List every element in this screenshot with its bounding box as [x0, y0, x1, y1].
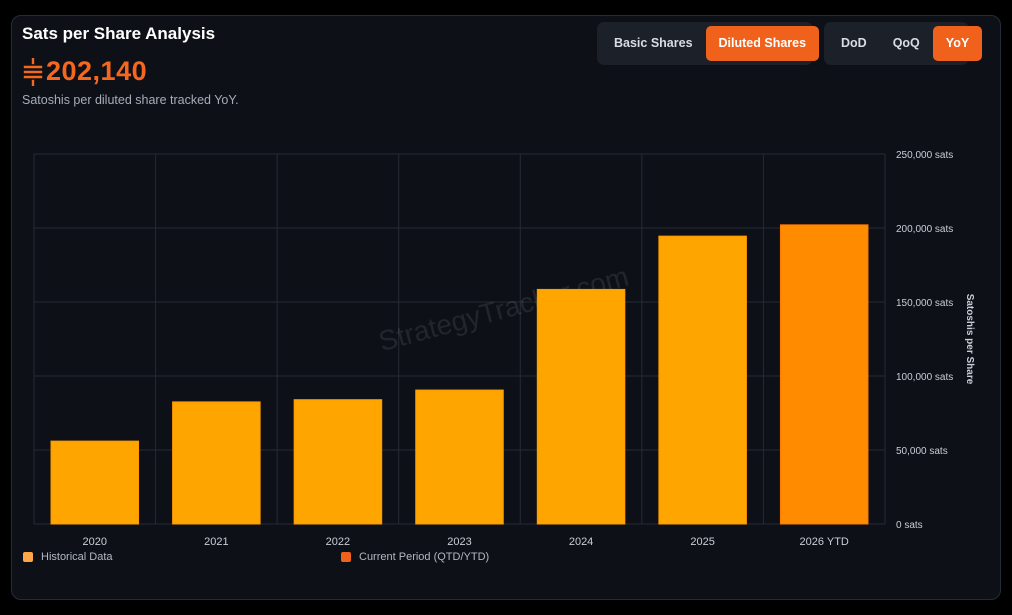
- y-tick-label: 50,000 sats: [896, 446, 948, 457]
- basic-shares-button[interactable]: Basic Shares: [614, 36, 693, 50]
- legend-historical[interactable]: Historical Data: [23, 551, 113, 563]
- legend-historical-swatch: [23, 552, 33, 562]
- y-tick-label: 100,000 sats: [896, 372, 953, 383]
- qoq-button[interactable]: QoQ: [892, 36, 920, 50]
- legend-current[interactable]: Current Period (QTD/YTD): [341, 551, 489, 563]
- legend-current-label: Current Period (QTD/YTD): [359, 551, 490, 563]
- chart-title: Sats per Share Analysis: [22, 24, 216, 43]
- x-tick-label: 2020: [83, 536, 107, 548]
- x-tick-label: 2023: [447, 536, 471, 548]
- shares-toggle: Basic Shares Diluted Shares: [597, 22, 820, 65]
- chart-subtitle: Satoshis per diluted share tracked YoY.: [22, 93, 239, 107]
- bar-2023[interactable]: [415, 389, 504, 525]
- bar-2021[interactable]: [172, 401, 261, 525]
- x-tick-label: 2021: [204, 536, 228, 548]
- yoy-button[interactable]: YoY: [932, 26, 983, 61]
- current-value-row: 202,140: [22, 56, 147, 87]
- bar-2026-ytd[interactable]: [779, 224, 869, 525]
- legend-historical-label: Historical Data: [41, 551, 113, 563]
- bar-2025[interactable]: [658, 235, 747, 525]
- legend-current-swatch: [341, 552, 351, 562]
- dod-button[interactable]: DoD: [841, 36, 867, 50]
- bar-2024[interactable]: [536, 288, 626, 525]
- x-tick-label: 2025: [690, 536, 714, 548]
- bar-2022[interactable]: [293, 399, 383, 525]
- bar-2020[interactable]: [50, 440, 140, 525]
- x-tick-label: 2022: [326, 536, 350, 548]
- y-tick-label: 0 sats: [896, 520, 923, 531]
- period-toggle: DoD QoQ YoY: [824, 22, 983, 65]
- y-tick-label: 150,000 sats: [896, 298, 953, 309]
- current-sats-value: 202,140: [46, 56, 148, 86]
- x-tick-label: 2026 YTD: [800, 536, 849, 548]
- satoshi-icon: [23, 57, 43, 86]
- y-axis-title: Satoshis per Share: [964, 294, 975, 385]
- y-tick-label: 200,000 sats: [896, 224, 953, 235]
- diluted-shares-button[interactable]: Diluted Shares: [705, 26, 820, 61]
- x-tick-label: 2024: [569, 536, 593, 548]
- y-tick-label: 250,000 sats: [896, 150, 953, 161]
